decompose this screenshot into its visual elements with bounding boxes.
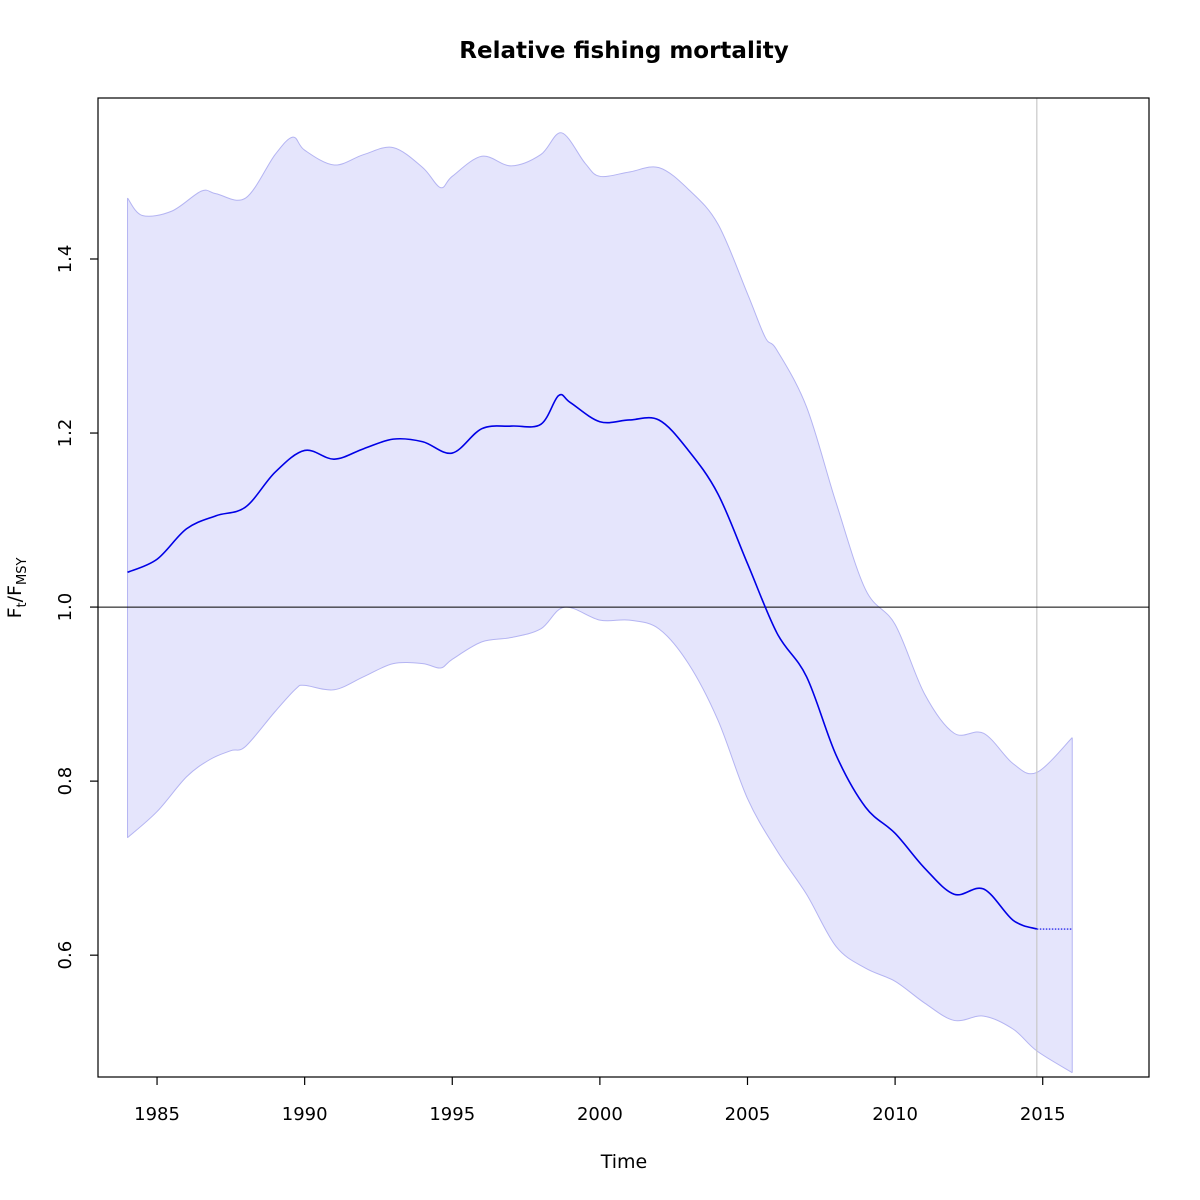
y-tick-label: 1.2	[55, 419, 76, 448]
plot-frame	[97, 97, 1150, 1078]
median-line	[127, 393, 1038, 930]
confidence-band	[127, 132, 1073, 1073]
x-tick-label: 1995	[429, 1104, 475, 1125]
chart-title: Relative fishing mortality	[459, 38, 788, 64]
x-tick-label: 2015	[1020, 1104, 1066, 1125]
x-tick-label: 2010	[872, 1104, 918, 1125]
y-tick-label: 0.8	[55, 767, 76, 796]
y-tick-label: 0.6	[55, 941, 76, 970]
y-axis-label-sep: /F	[4, 585, 26, 602]
x-tick-label: 1985	[134, 1104, 180, 1125]
y-axis-label-main: F	[4, 607, 26, 618]
y-axis-label-sub-t: t	[15, 602, 30, 607]
upper-bound-line	[127, 132, 1073, 775]
y-axis-label-sub-msy: MSY	[15, 558, 30, 585]
axes: 1985 1990 1995 2000 2005 2010 2015 0.6 0.8 1.0 1.2…	[55, 97, 1150, 1125]
x-tick-label: 2000	[577, 1104, 623, 1125]
lower-bound-line	[127, 606, 1073, 1074]
y-tick-label: 1.4	[55, 245, 76, 274]
x-tick-label: 1990	[282, 1104, 328, 1125]
plot-area	[98, 98, 1149, 1077]
x-axis-label: Time	[600, 1151, 648, 1173]
y-axis-label: Ft/FMSY	[4, 558, 30, 619]
y-tick-label: 1.0	[55, 593, 76, 622]
x-tick-label: 2005	[725, 1104, 771, 1125]
